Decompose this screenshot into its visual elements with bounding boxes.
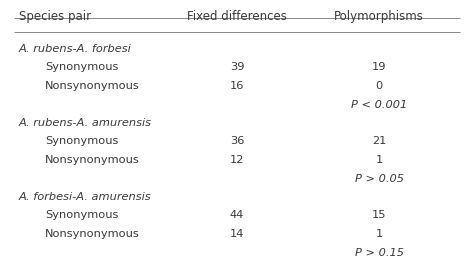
Text: A. rubens-A. amurensis: A. rubens-A. amurensis: [19, 118, 152, 128]
Text: Synonymous: Synonymous: [45, 62, 118, 73]
Text: P > 0.15: P > 0.15: [355, 248, 404, 258]
Text: Fixed differences: Fixed differences: [187, 10, 287, 23]
Text: A. rubens-A. forbesi: A. rubens-A. forbesi: [19, 44, 132, 54]
Text: Nonsynonymous: Nonsynonymous: [45, 229, 140, 239]
Text: Nonsynonymous: Nonsynonymous: [45, 81, 140, 91]
Text: Nonsynonymous: Nonsynonymous: [45, 155, 140, 165]
Text: 1: 1: [375, 229, 383, 239]
Text: 14: 14: [230, 229, 244, 239]
Text: 36: 36: [230, 137, 244, 146]
Text: P < 0.001: P < 0.001: [351, 99, 407, 109]
Text: Synonymous: Synonymous: [45, 211, 118, 221]
Text: P > 0.05: P > 0.05: [355, 174, 404, 183]
Text: 1: 1: [375, 155, 383, 165]
Text: 39: 39: [230, 62, 244, 73]
Text: 44: 44: [230, 211, 244, 221]
Text: A. forbesi-A. amurensis: A. forbesi-A. amurensis: [19, 192, 152, 202]
Text: 15: 15: [372, 211, 386, 221]
Text: 21: 21: [372, 137, 386, 146]
Text: 16: 16: [230, 81, 244, 91]
Text: Polymorphisms: Polymorphisms: [334, 10, 424, 23]
Text: Synonymous: Synonymous: [45, 137, 118, 146]
Text: 19: 19: [372, 62, 386, 73]
Text: 12: 12: [230, 155, 244, 165]
Text: 0: 0: [375, 81, 383, 91]
Text: Species pair: Species pair: [19, 10, 91, 23]
